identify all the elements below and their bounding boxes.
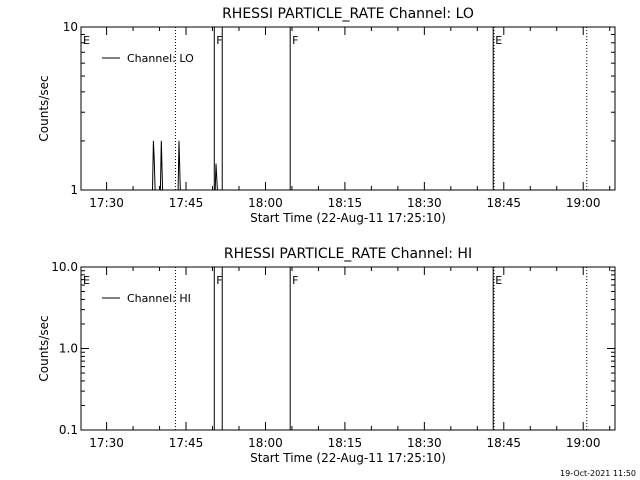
y-tick-label: 1.0: [59, 342, 78, 356]
chart-title: RHESSI PARTICLE_RATE Channel: LO: [222, 6, 474, 22]
flag-label: E: [495, 274, 502, 287]
x-axis-label: Start Time (22-Aug-11 17:25:10): [250, 211, 446, 225]
flag-label: F: [292, 34, 298, 47]
chart-title: RHESSI PARTICLE_RATE Channel: HI: [224, 246, 472, 262]
legend-label: Channel: LO: [127, 52, 194, 65]
legend-label: Channel: HI: [127, 292, 191, 305]
x-tick-label: 18:30: [407, 436, 442, 450]
x-tick-label: 18:45: [486, 196, 521, 210]
y-tick-label: 10: [63, 20, 78, 34]
x-tick-label: 17:45: [169, 436, 204, 450]
x-tick-label: 18:45: [486, 436, 521, 450]
y-tick-label: 1: [70, 183, 78, 197]
x-tick-label: 17:30: [89, 436, 124, 450]
x-tick-label: 17:30: [89, 196, 124, 210]
x-tick-label: 18:30: [407, 196, 442, 210]
flag-label: F: [292, 274, 298, 287]
flag-label: E: [495, 34, 502, 47]
flag-label: E: [83, 274, 90, 287]
series-line: [152, 140, 218, 191]
y-tick-label: 10.0: [51, 260, 78, 274]
y-axis-label: Counts/sec: [37, 315, 51, 381]
flag-label: F: [216, 274, 222, 287]
x-tick-label: 18:15: [328, 436, 363, 450]
y-tick-label: 0.1: [59, 423, 78, 437]
x-tick-label: 18:00: [248, 436, 283, 450]
flag-label: F: [216, 34, 222, 47]
x-tick-label: 19:00: [566, 196, 601, 210]
y-axis-label: Counts/sec: [37, 75, 51, 141]
x-tick-label: 19:00: [566, 436, 601, 450]
chart-panel-lo: RHESSI PARTICLE_RATE Channel: LO 17:30 17:…: [37, 6, 616, 225]
x-tick-label: 17:45: [169, 196, 204, 210]
x-tick-label: 18:15: [328, 196, 363, 210]
chart-panel-hi: RHESSI PARTICLE_RATE Channel: HI 17:30 17:…: [37, 246, 616, 465]
x-tick-label: 18:00: [248, 196, 283, 210]
flag-label: E: [83, 34, 90, 47]
x-axis-label: Start Time (22-Aug-11 17:25:10): [250, 451, 446, 465]
timestamp-label: 19-Oct-2021 11:50: [560, 469, 636, 478]
